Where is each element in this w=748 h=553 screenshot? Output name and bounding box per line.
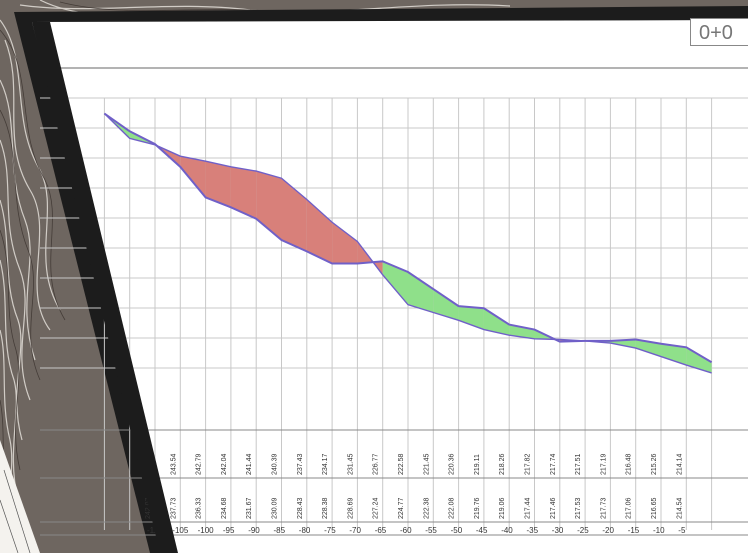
offset-tick-label: -5: [678, 526, 686, 535]
ground-elevation-label: 217.44: [525, 497, 532, 519]
offset-tick-label: -60: [400, 526, 412, 535]
offset-tick-label: -65: [375, 526, 387, 535]
offset-tick-label: -85: [274, 526, 286, 535]
ground-elevation-label: 217.73: [600, 497, 607, 519]
cut-area: [306, 199, 333, 264]
offset-tick-label: -15: [628, 526, 640, 535]
offset-tick-label: -30: [552, 526, 564, 535]
offset-tick-label: -75: [324, 526, 336, 535]
offset-tick-label: -35: [527, 526, 539, 535]
ground-elevation-label: 219.76: [474, 497, 481, 519]
sheet-paper: [32, 20, 748, 553]
design-elevation-label: 234.17: [322, 453, 329, 475]
fill-area: [483, 308, 510, 336]
fill-area: [382, 261, 408, 305]
ground-elevation-label: 228.69: [347, 497, 354, 519]
ground-elevation-label: 217.06: [626, 497, 633, 519]
design-elevation-label: 237.43: [297, 453, 304, 475]
ground-elevation-label: 217.46: [550, 497, 557, 519]
offset-tick-label: -90: [248, 526, 260, 535]
design-elevation-label: 220.36: [449, 453, 456, 475]
ground-elevation-label: 230.09: [272, 497, 279, 519]
offset-tick-label: -25: [577, 526, 589, 535]
ground-elevation-label: 236.33: [196, 497, 203, 519]
fill-area: [635, 339, 661, 357]
cut-area: [332, 222, 358, 264]
ground-elevation-label: 234.68: [221, 497, 228, 519]
design-elevation-label: 217.51: [575, 453, 582, 475]
fill-area: [509, 324, 535, 339]
offset-tick-label: -50: [451, 526, 463, 535]
fill-area: [661, 343, 687, 366]
design-elevation-label: 241.44: [246, 453, 253, 475]
cut-area: [180, 156, 206, 198]
table-labels: 245.07243.54242.79242.04241.44240.39237.…: [145, 453, 686, 535]
offset-tick-label: -45: [476, 526, 488, 535]
design-elevation-label: 243.54: [170, 453, 177, 475]
offset-tick-label: -80: [299, 526, 311, 535]
ground-elevation-label: 224.77: [398, 497, 405, 519]
offset-tick-label: -95: [223, 526, 235, 535]
design-elevation-label: 226.77: [373, 453, 380, 475]
design-elevation-label: 231.45: [347, 453, 354, 475]
ground-elevation-label: 227.24: [373, 497, 380, 519]
ground-elevation-label: 216.65: [651, 497, 658, 519]
design-elevation-label: 217.19: [600, 453, 607, 475]
design-elevation-label: 218.26: [499, 453, 506, 475]
sheet-left-edge: [32, 22, 178, 553]
design-elevation-label: 217.82: [525, 453, 532, 475]
fill-area: [408, 272, 434, 313]
cut-area: [205, 161, 231, 208]
offset-tick-label: -10: [653, 526, 665, 535]
ground-elevation-label: 222.38: [423, 497, 430, 519]
ground-elevation-label: 214.54: [676, 497, 683, 519]
fill-area: [433, 289, 459, 321]
ground-elevation-label: 231.67: [246, 497, 253, 519]
ground-elevation-label: 219.06: [499, 497, 506, 519]
offset-tick-label: -55: [425, 526, 437, 535]
offset-tick-label: -40: [501, 526, 513, 535]
offset-tick-label: -70: [349, 526, 361, 535]
design-elevation-label: 217.74: [550, 453, 557, 475]
station-label: 0+0: [690, 18, 748, 46]
design-elevation-label: 216.48: [626, 453, 633, 475]
ground-elevation-label: 242.07: [145, 497, 152, 519]
design-elevation-label: 222.58: [398, 453, 405, 475]
fill-area: [458, 306, 484, 330]
design-elevation-label: 221.45: [423, 453, 430, 475]
design-elevation-label: 219.11: [474, 454, 481, 475]
design-elevation-label: 242.79: [196, 453, 203, 475]
ground-profile-line: [103, 112, 713, 364]
offset-tick-label: -20: [602, 526, 614, 535]
ground-elevation-label: 228.43: [297, 497, 304, 519]
fill-area: [610, 339, 636, 349]
profile-lines: [103, 112, 713, 374]
cut-area: [281, 178, 307, 252]
offset-tick-label: -105: [172, 526, 189, 535]
ground-elevation-label: 217.53: [575, 497, 582, 519]
ground-elevation-label: 228.38: [322, 497, 329, 519]
design-elevation-label: 214.14: [676, 453, 683, 475]
offset-tick-label: -100: [198, 526, 215, 535]
design-profile-line: [103, 113, 712, 374]
design-elevation-label: 240.39: [272, 453, 279, 475]
cut-area: [230, 166, 257, 219]
design-elevation-label: 242.04: [221, 453, 228, 475]
ground-elevation-label: 222.08: [449, 497, 456, 519]
design-elevation-label: 215.26: [651, 453, 658, 475]
ground-elevation-label: 237.73: [170, 497, 177, 519]
